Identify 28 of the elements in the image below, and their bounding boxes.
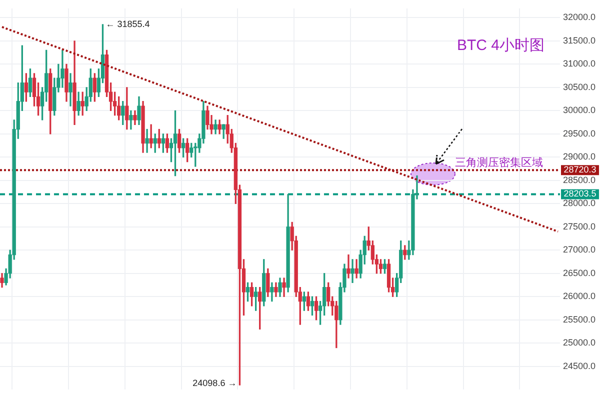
candlestick (346, 254, 350, 278)
y-tick-label: 27000.0 (563, 244, 596, 255)
y-tick-label: 26000.0 (563, 291, 596, 302)
candlestick (350, 259, 354, 284)
y-tick-label: 25000.0 (563, 338, 596, 348)
candlestick (282, 278, 286, 297)
y-tick-label: 32000.0 (563, 12, 596, 22)
y-tick-label: 25500.0 (563, 314, 596, 324)
y-tick-label: 30500.0 (563, 82, 596, 92)
y-tick-label: 30000.0 (563, 105, 596, 116)
y-tick-label: 29500.0 (563, 128, 596, 138)
candlestick (354, 259, 358, 278)
candlestick (149, 124, 153, 148)
annotation: 三角测压密集区域 (455, 156, 543, 170)
text: BTC 4小时图 (457, 36, 545, 55)
y-tick-label: 31000.0 (563, 58, 596, 69)
y-tick-label: 31500.0 (563, 35, 596, 46)
annotation: ← 31855.4 (106, 18, 150, 29)
y-tick-label: 28000.0 (563, 198, 596, 208)
y-tick-label: 29000.0 (563, 152, 596, 162)
candlestick (145, 128, 149, 153)
y-tick-label: 28500.0 (563, 174, 596, 185)
y-tick-label: 26500.0 (563, 268, 596, 278)
ref-line-label: 28203.5 (564, 188, 596, 199)
annotation: 24098.6 → (192, 378, 237, 388)
y-tick-label: 24500.0 (563, 360, 596, 371)
y-tick-label: 27500.0 (563, 221, 596, 232)
ref-line-label: 28720.3 (564, 164, 596, 175)
